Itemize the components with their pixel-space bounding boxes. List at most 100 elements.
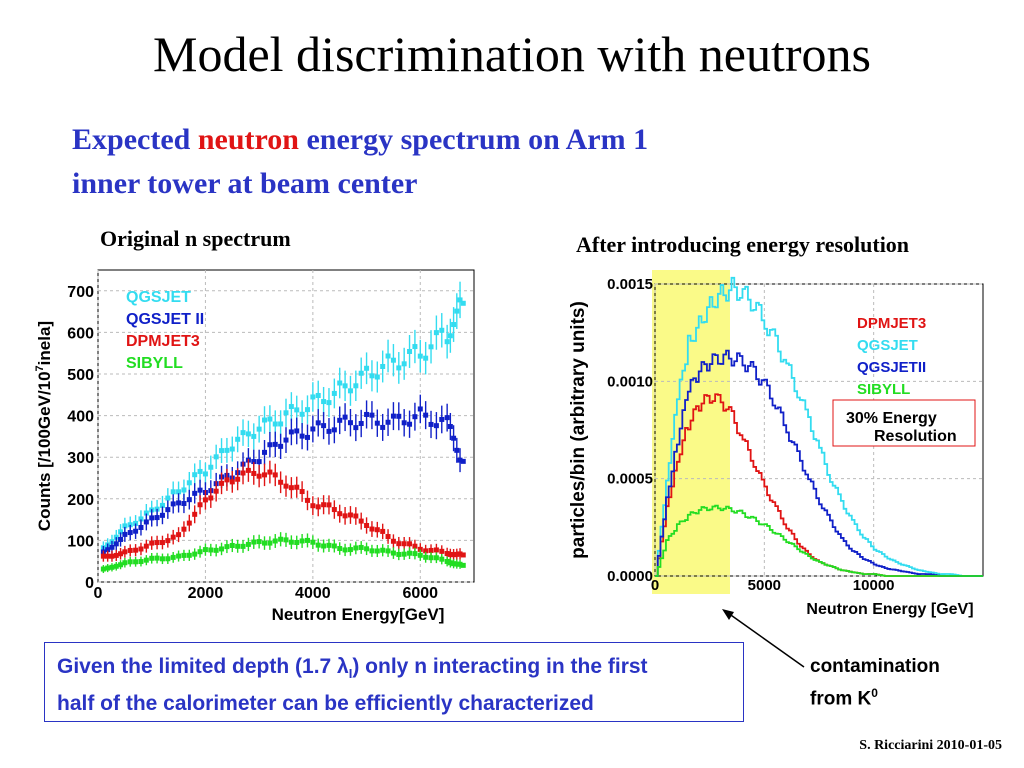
right-marks — [655, 276, 983, 577]
left-point — [299, 433, 305, 439]
left-point — [337, 380, 343, 386]
left-point — [457, 551, 463, 557]
left-point — [113, 541, 119, 547]
left-point — [202, 497, 208, 503]
left-point — [165, 538, 171, 544]
left-point — [454, 308, 460, 314]
left-point — [364, 365, 370, 371]
subtitle-line2: inner tower at beam center — [72, 167, 418, 200]
left-point — [294, 428, 300, 434]
left-point — [149, 555, 155, 561]
left-point — [407, 550, 413, 556]
left-point — [138, 559, 144, 565]
left-point — [159, 540, 165, 546]
left-point — [262, 472, 268, 478]
left-point — [245, 467, 251, 473]
right-ytick-label: 0.0005 — [607, 471, 653, 488]
left-point — [374, 527, 380, 533]
left-point — [133, 528, 139, 534]
contamination-annotation: contamination from K0 — [810, 654, 940, 712]
left-point — [310, 539, 316, 545]
left-point — [143, 519, 149, 525]
left-point — [412, 551, 418, 557]
left-ytick-label: 300 — [67, 450, 94, 467]
left-point — [358, 544, 364, 550]
left-point — [202, 547, 208, 553]
left-point — [454, 551, 460, 557]
note-line1: Given the limited depth (1.7 λ — [57, 655, 349, 678]
left-point — [447, 551, 453, 557]
right-series-line — [655, 276, 983, 577]
left-point — [417, 552, 423, 558]
left-point — [197, 487, 203, 493]
left-point — [181, 526, 187, 532]
left-ylabel: Counts [/100GeV/107inela] — [34, 321, 54, 531]
right-series-line — [655, 349, 983, 577]
left-point — [385, 548, 391, 554]
left-point — [159, 512, 165, 518]
left-point — [272, 538, 278, 544]
left-point — [240, 430, 246, 436]
left-point — [159, 502, 165, 508]
annotation-line2: from K — [810, 688, 872, 710]
left-point — [208, 547, 214, 553]
left-legend-entry: SIBYLL — [126, 355, 183, 372]
left-point — [294, 484, 300, 490]
left-point — [224, 477, 230, 483]
right-ytick-label: 0.0015 — [607, 276, 653, 293]
left-ytick-label: 400 — [67, 409, 94, 426]
left-point — [176, 500, 182, 506]
left-point — [364, 523, 370, 529]
left-point — [337, 417, 343, 423]
left-point — [457, 457, 463, 463]
left-point — [294, 407, 300, 413]
left-point — [288, 404, 294, 410]
note-line1-end: ) only n interacting in the first — [352, 655, 648, 678]
left-point — [385, 419, 391, 425]
resolution-line1: 30% Energy — [846, 410, 937, 427]
left-point — [374, 548, 380, 554]
right-legend-entry: DPMJET3 — [857, 315, 926, 332]
left-point — [315, 420, 321, 426]
right-ylabel: particles/bin (arbitrary units) — [568, 301, 589, 559]
left-point — [374, 420, 380, 426]
left-point — [385, 353, 391, 359]
left-point — [347, 420, 353, 426]
left-legend-entry: DPMJET3 — [126, 333, 200, 350]
left-point — [380, 424, 386, 430]
contamination-band — [652, 270, 730, 594]
left-point — [342, 414, 348, 420]
left-point — [451, 435, 457, 441]
left-point — [331, 427, 337, 433]
left-point — [133, 520, 139, 526]
left-xtick-label: 6000 — [402, 585, 438, 602]
left-point — [186, 497, 192, 503]
left-point — [364, 411, 370, 417]
left-point — [347, 388, 353, 394]
left-point — [337, 546, 343, 552]
left-point — [267, 469, 273, 475]
left-point — [412, 543, 418, 549]
left-chart-caption: Original n spectrum — [100, 226, 291, 251]
left-point — [390, 538, 396, 544]
left-point — [127, 530, 133, 536]
left-point — [138, 516, 144, 522]
left-point — [262, 540, 268, 546]
left-point — [229, 479, 235, 485]
left-point — [170, 501, 176, 507]
left-point — [342, 547, 348, 553]
left-point — [149, 540, 155, 546]
left-point — [138, 546, 144, 552]
left-point — [331, 390, 337, 396]
left-point — [109, 553, 115, 559]
left-point — [396, 413, 402, 419]
left-point — [460, 552, 466, 558]
left-point — [433, 330, 439, 336]
right-ticks: 0 5000 10000 0.0000 0.0005 0.0010 0.0015 — [607, 276, 894, 594]
left-point — [315, 392, 321, 398]
resolution-box — [832, 399, 976, 447]
left-point — [256, 426, 262, 432]
left-point — [380, 528, 386, 534]
left-point — [267, 416, 273, 422]
left-point — [267, 540, 273, 546]
